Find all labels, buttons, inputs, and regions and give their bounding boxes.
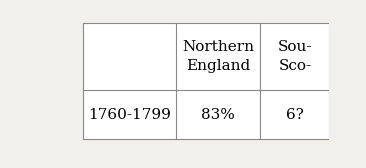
Text: 6?: 6? — [286, 108, 304, 122]
Bar — [83, 23, 329, 139]
Text: 1760-1799: 1760-1799 — [88, 108, 171, 122]
Text: Northern
England: Northern England — [182, 40, 254, 73]
Text: 83%: 83% — [201, 108, 235, 122]
Text: Sou-
Sco-: Sou- Sco- — [277, 40, 312, 73]
